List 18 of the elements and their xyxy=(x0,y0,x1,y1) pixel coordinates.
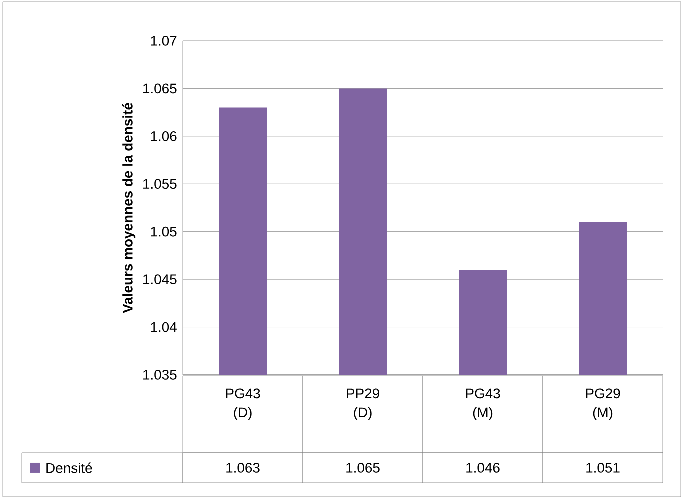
data-label: 1.063 xyxy=(226,463,260,473)
y-tick-label: 1.045 xyxy=(144,274,177,284)
y-tick-label: 1.065 xyxy=(144,84,177,94)
x-tick-label: PG29 (M) xyxy=(586,388,620,420)
y-tick-label: 1.06 xyxy=(151,131,177,142)
legend-label: Densité xyxy=(46,462,92,474)
y-tick-label: 1.07 xyxy=(151,36,177,46)
data-label: 1.046 xyxy=(466,463,500,473)
y-axis-title: Valeurs moyennes de la densité xyxy=(122,103,136,314)
data-label: 1.065 xyxy=(346,463,380,473)
y-tick-label: 1.04 xyxy=(151,322,177,332)
x-tick-label: PG43 (D) xyxy=(226,388,260,420)
x-tick-label: PP29 (D) xyxy=(347,388,380,420)
x-tick-label: PG43 (M) xyxy=(466,388,500,420)
y-tick-label: 1.035 xyxy=(144,370,177,380)
y-tick-label: 1.055 xyxy=(144,179,177,190)
data-label: 1.051 xyxy=(586,463,620,473)
y-tick-label: 1.05 xyxy=(151,226,177,237)
